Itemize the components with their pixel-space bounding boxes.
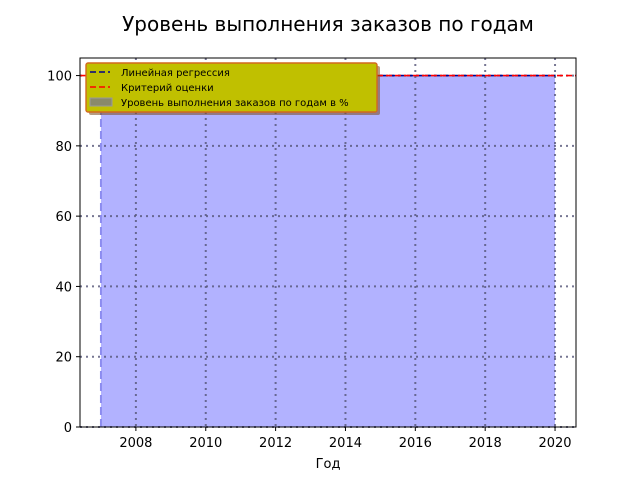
legend-label-regression: Линейная регрессия: [121, 68, 230, 79]
area-series-fill: [100, 75, 556, 428]
legend-label-area: Уровень выполнения заказов по годам в %: [121, 98, 349, 109]
y-tick-label-20: 20: [55, 351, 72, 366]
y-tick-label-80: 80: [55, 140, 72, 155]
x-tick-label-2014: 2014: [329, 436, 362, 451]
x-tick-label-2018: 2018: [469, 436, 502, 451]
legend-handle-area: [89, 97, 113, 107]
y-tick-label-60: 60: [55, 210, 72, 225]
area-layer: [99, 75, 556, 428]
tick-layer: 2008 2010 2012 2014 2016 2018 2020 0 20 40 60 80 100: [47, 70, 571, 451]
legend-label-criterion: Критерий оценки: [121, 83, 214, 94]
legend-box: [85, 62, 378, 113]
legend: Линейная регрессия Критерий оценки Урове…: [85, 62, 380, 115]
x-tick-label-2008: 2008: [119, 436, 152, 451]
y-tick-label-0: 0: [64, 421, 72, 436]
x-tick-label-2010: 2010: [189, 436, 222, 451]
y-tick-label-40: 40: [55, 280, 72, 295]
chart-title: Уровень выполнения заказов по годам: [122, 12, 534, 36]
plot-frame: [79, 57, 577, 428]
x-tick-label-2020: 2020: [538, 436, 571, 451]
x-axis-label: Год: [316, 457, 341, 472]
y-tick-label-100: 100: [47, 70, 72, 85]
x-tick-label-2016: 2016: [399, 436, 432, 451]
x-tick-label-2012: 2012: [259, 436, 292, 451]
